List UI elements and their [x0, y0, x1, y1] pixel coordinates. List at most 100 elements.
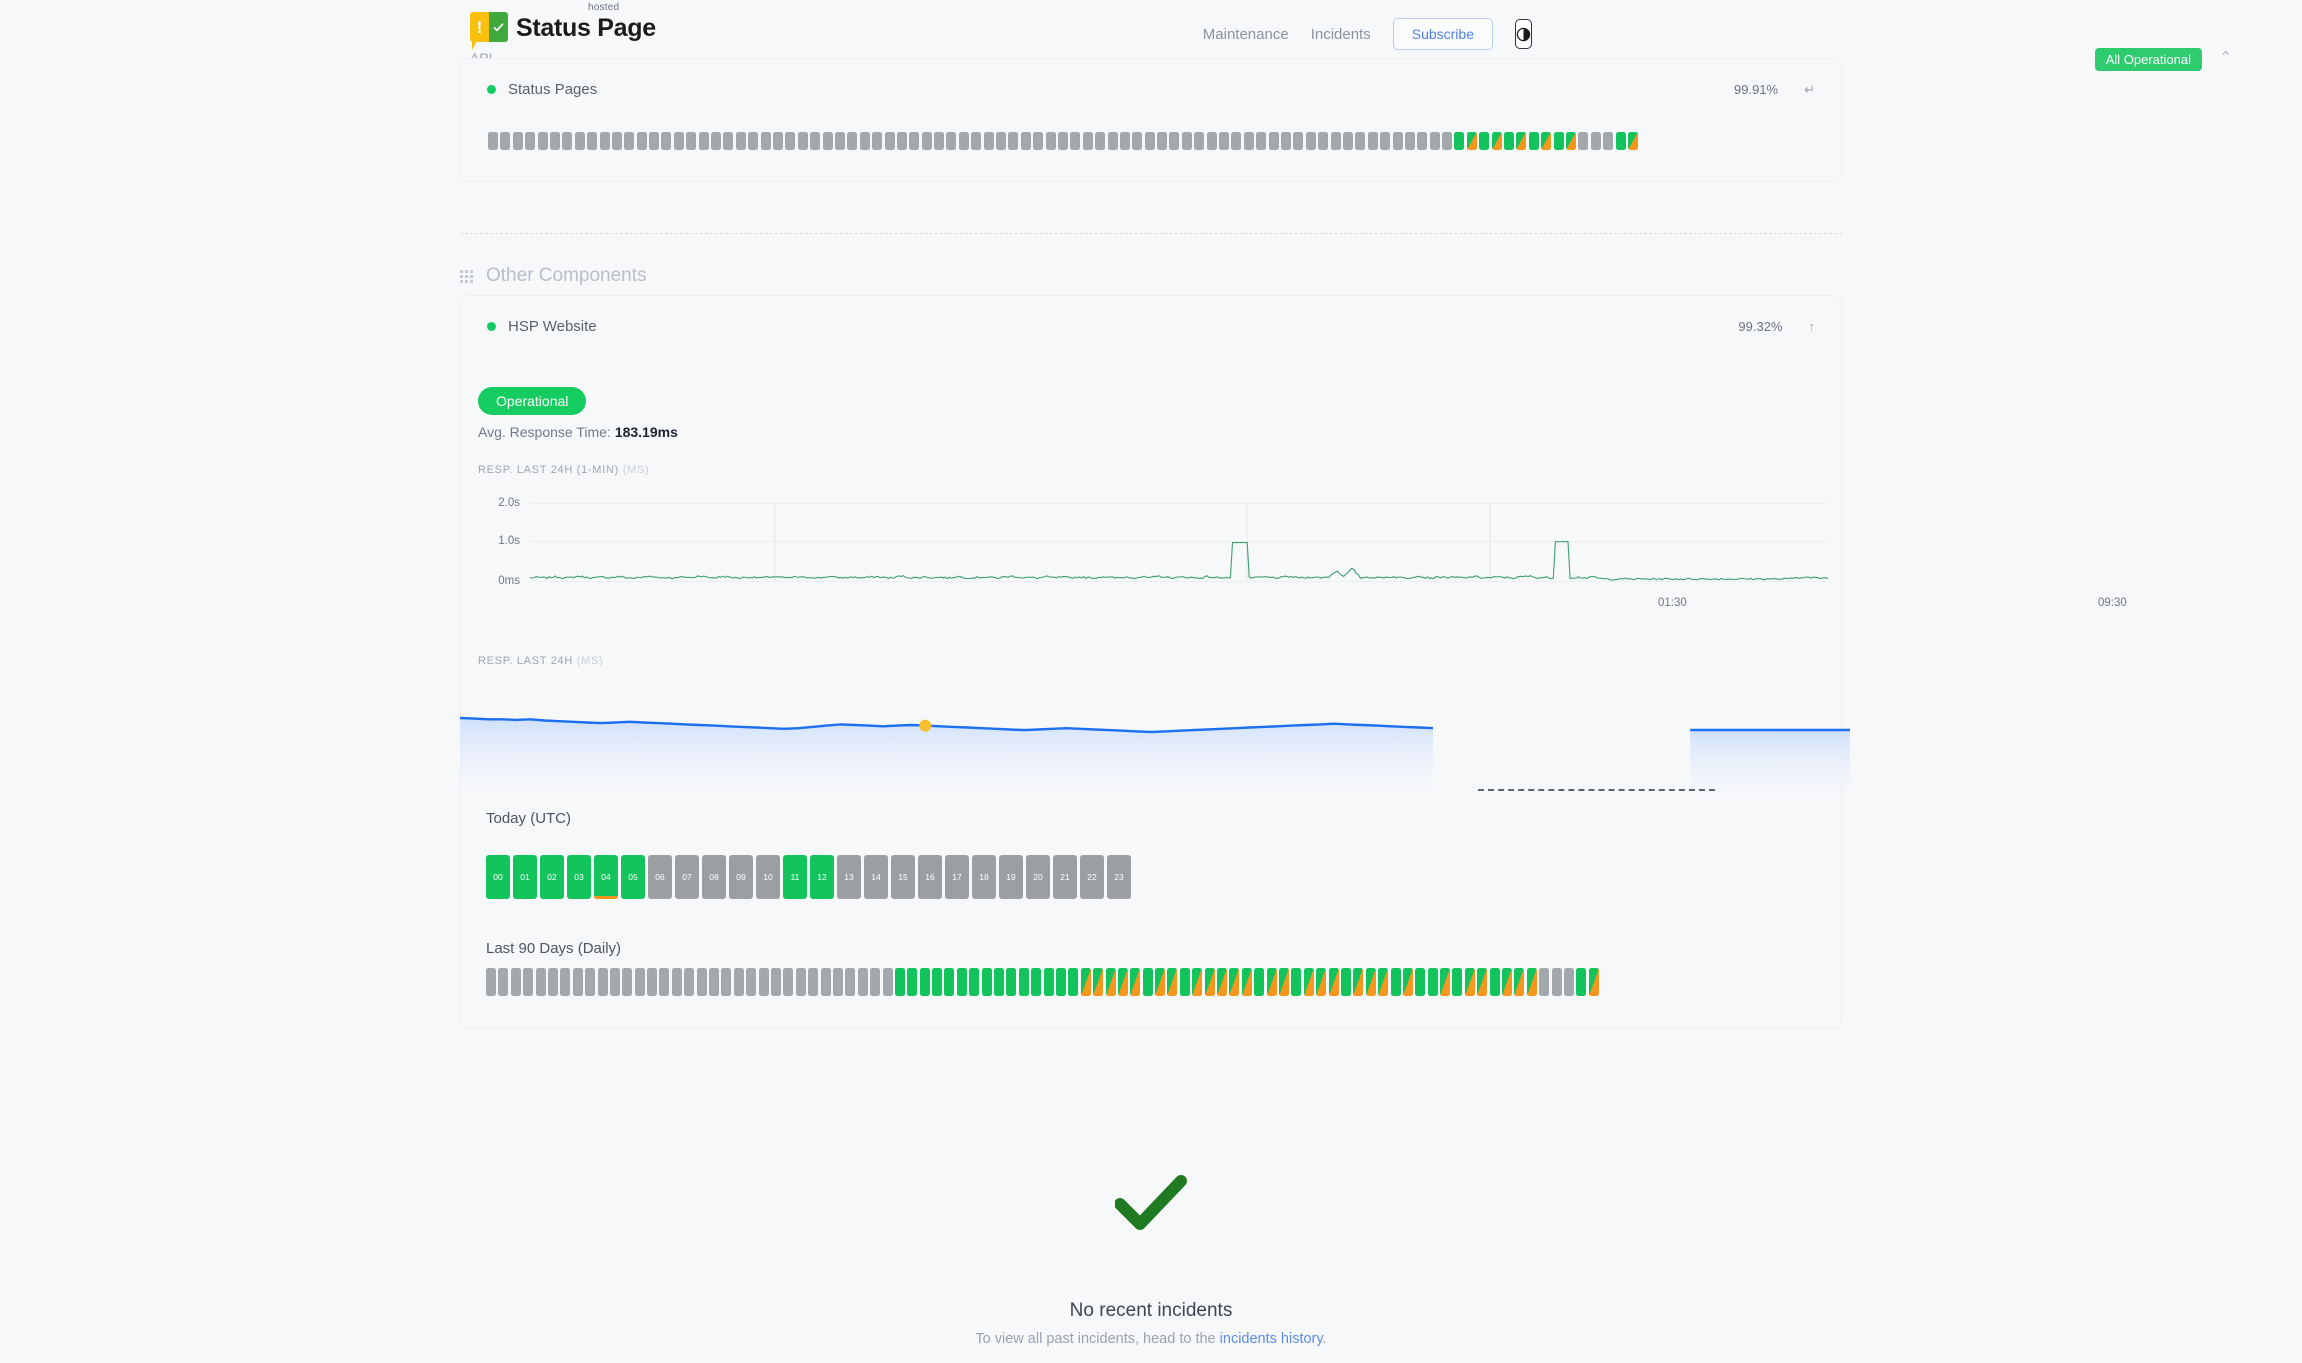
- day-bar[interactable]: [1167, 968, 1178, 996]
- uptime-bar[interactable]: [1132, 132, 1143, 150]
- day-bar[interactable]: [845, 968, 856, 996]
- day-bar[interactable]: [696, 968, 707, 996]
- day-bar[interactable]: [1018, 968, 1029, 996]
- day-bar[interactable]: [609, 968, 620, 996]
- uptime-bar[interactable]: [636, 132, 647, 150]
- dark-mode-toggle-icon[interactable]: [1515, 19, 1532, 49]
- day-bar[interactable]: [510, 968, 521, 996]
- uptime-bar[interactable]: [909, 132, 920, 150]
- uptime-bar[interactable]: [1020, 132, 1031, 150]
- day-bar[interactable]: [1006, 968, 1017, 996]
- uptime-bar[interactable]: [1169, 132, 1180, 150]
- hour-block[interactable]: 00: [486, 855, 510, 899]
- hour-block[interactable]: 06: [648, 855, 672, 899]
- day-bar[interactable]: [1031, 968, 1042, 996]
- uptime-bar[interactable]: [810, 132, 821, 150]
- uptime-bar[interactable]: [797, 132, 808, 150]
- day-bar[interactable]: [808, 968, 819, 996]
- day-bar[interactable]: [1229, 968, 1240, 996]
- day-bar[interactable]: [1452, 968, 1463, 996]
- uptime-bar[interactable]: [971, 132, 982, 150]
- day-bar[interactable]: [1291, 968, 1302, 996]
- uptime-bar[interactable]: [574, 132, 585, 150]
- day-bar[interactable]: [1204, 968, 1215, 996]
- day-bar[interactable]: [1378, 968, 1389, 996]
- uptime-bar[interactable]: [946, 132, 957, 150]
- day-bar[interactable]: [870, 968, 881, 996]
- uptime-bar[interactable]: [859, 132, 870, 150]
- uptime-bar[interactable]: [1305, 132, 1316, 150]
- hour-block[interactable]: 16: [918, 855, 942, 899]
- uptime-bar[interactable]: [1181, 132, 1192, 150]
- day-bar[interactable]: [770, 968, 781, 996]
- hour-block[interactable]: 15: [891, 855, 915, 899]
- day-bar[interactable]: [919, 968, 930, 996]
- uptime-bar[interactable]: [872, 132, 883, 150]
- day-bar[interactable]: [832, 968, 843, 996]
- day-bar[interactable]: [758, 968, 769, 996]
- day-bar[interactable]: [1266, 968, 1277, 996]
- hour-block[interactable]: 12: [810, 855, 834, 899]
- uptime-bar[interactable]: [723, 132, 734, 150]
- uptime-bar[interactable]: [884, 132, 895, 150]
- day-bar[interactable]: [1105, 968, 1116, 996]
- day-bar[interactable]: [1179, 968, 1190, 996]
- day-bar[interactable]: [1192, 968, 1203, 996]
- uptime-bar[interactable]: [822, 132, 833, 150]
- hour-block[interactable]: 01: [513, 855, 537, 899]
- uptime-bar[interactable]: [549, 132, 560, 150]
- uptime-bar[interactable]: [649, 132, 660, 150]
- day-bar[interactable]: [1464, 968, 1475, 996]
- day-bar[interactable]: [981, 968, 992, 996]
- day-bar[interactable]: [659, 968, 670, 996]
- collapse-icon[interactable]: ↑: [1808, 319, 1816, 334]
- uptime-bar[interactable]: [1429, 132, 1440, 150]
- uptime-bar[interactable]: [1479, 132, 1490, 150]
- day-bar[interactable]: [1551, 968, 1562, 996]
- uptime-bar[interactable]: [611, 132, 622, 150]
- hour-block[interactable]: 05: [621, 855, 645, 899]
- uptime-bar[interactable]: [1528, 132, 1539, 150]
- day-bar[interactable]: [1415, 968, 1426, 996]
- expand-icon[interactable]: ↵: [1804, 82, 1815, 97]
- status-pages-row[interactable]: Status Pages 99.91% ↵: [487, 81, 1815, 98]
- hsp-website-row[interactable]: HSP Website 99.32% ↑: [487, 318, 1815, 335]
- uptime-bar[interactable]: [1578, 132, 1589, 150]
- uptime-bar[interactable]: [587, 132, 598, 150]
- uptime-bar[interactable]: [500, 132, 511, 150]
- hour-block[interactable]: 20: [1026, 855, 1050, 899]
- day-bar[interactable]: [622, 968, 633, 996]
- uptime-bar[interactable]: [1243, 132, 1254, 150]
- hour-block[interactable]: 18: [972, 855, 996, 899]
- data-point-marker[interactable]: [919, 719, 932, 732]
- uptime-bar[interactable]: [1293, 132, 1304, 150]
- uptime-bar[interactable]: [996, 132, 1007, 150]
- uptime-bar[interactable]: [1367, 132, 1378, 150]
- day-bar[interactable]: [857, 968, 868, 996]
- uptime-bar[interactable]: [1404, 132, 1415, 150]
- day-bar[interactable]: [1130, 968, 1141, 996]
- day-bar[interactable]: [523, 968, 534, 996]
- uptime-bar[interactable]: [599, 132, 610, 150]
- uptime-bar[interactable]: [735, 132, 746, 150]
- uptime-bar[interactable]: [1454, 132, 1465, 150]
- day-bar[interactable]: [1477, 968, 1488, 996]
- uptime-bar[interactable]: [661, 132, 672, 150]
- day-bar[interactable]: [1340, 968, 1351, 996]
- uptime-bar[interactable]: [1206, 132, 1217, 150]
- uptime-bar[interactable]: [1219, 132, 1230, 150]
- uptime-bar[interactable]: [537, 132, 548, 150]
- uptime-bar[interactable]: [686, 132, 697, 150]
- uptime-bar[interactable]: [748, 132, 759, 150]
- day-bar[interactable]: [1155, 968, 1166, 996]
- day-bar[interactable]: [783, 968, 794, 996]
- day-bar[interactable]: [585, 968, 596, 996]
- uptime-bar[interactable]: [1057, 132, 1068, 150]
- uptime-bar[interactable]: [488, 132, 498, 150]
- incidents-history-link[interactable]: incidents history: [1219, 1331, 1323, 1347]
- hour-block[interactable]: 14: [864, 855, 888, 899]
- uptime-bar[interactable]: [1033, 132, 1044, 150]
- day-bar[interactable]: [1316, 968, 1327, 996]
- uptime-bar[interactable]: [1541, 132, 1552, 150]
- uptime-bar[interactable]: [711, 132, 722, 150]
